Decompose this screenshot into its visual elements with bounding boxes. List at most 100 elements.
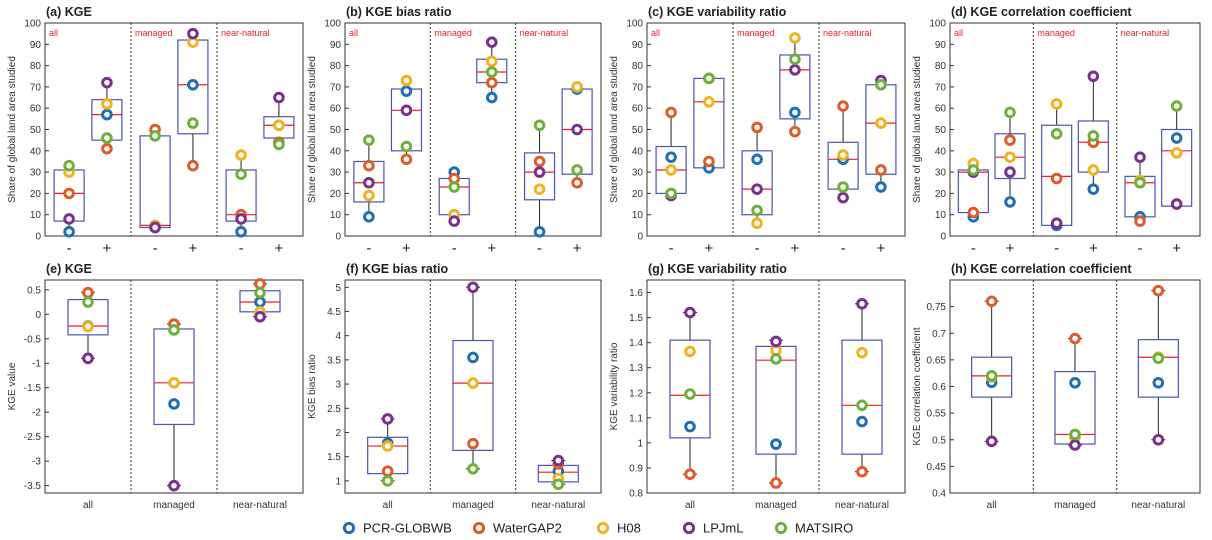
y-tick-label: 60: [30, 104, 42, 115]
panel-b: [344, 22, 602, 238]
model-marker: [400, 85, 413, 97]
y-tick-label: -3: [32, 457, 41, 468]
y-tick-label: 1.2: [629, 388, 643, 399]
model-marker: [985, 435, 998, 448]
model-marker: [985, 370, 998, 382]
y-tick-label: 10: [632, 210, 644, 221]
x-tick-label: -: [67, 240, 72, 257]
box-1: [971, 295, 1013, 448]
model-marker: [381, 440, 394, 452]
y-tick-label: 0: [335, 232, 341, 243]
box-2: [452, 281, 494, 475]
box-iqr: [865, 84, 897, 175]
legend-label: LPJmL: [703, 521, 743, 536]
x-tick-label: +: [705, 240, 714, 257]
model-marker: [770, 353, 782, 365]
y-tick-label: 1.5: [327, 452, 341, 463]
y-tick-label: 100: [324, 19, 341, 30]
y-tick-label: 30: [330, 168, 342, 179]
model-marker: [1004, 134, 1016, 146]
y-tick-label: 2: [335, 428, 341, 439]
y-tick-label: -2: [32, 408, 41, 419]
y-tick-label: 2.5: [327, 404, 341, 415]
model-marker: [254, 296, 266, 308]
y-tick-label: 70: [632, 82, 644, 93]
model-marker: [875, 181, 887, 193]
model-marker: [485, 66, 498, 78]
panel-title: (g) KGE variability ratio: [648, 262, 787, 276]
box-1: [67, 286, 109, 365]
box-3: [438, 166, 470, 227]
box-iqr: [693, 77, 725, 169]
y-axis-label: KGE variability ratio: [609, 342, 620, 430]
y-axis-label: Share of global land area studied: [307, 56, 318, 203]
x-tick-label: -: [841, 240, 846, 257]
y-tick-label: -1.5: [24, 383, 42, 394]
model-marker: [856, 298, 868, 310]
y-tick-label: 3.5: [327, 355, 341, 366]
x-tick-label: +: [189, 240, 198, 257]
model-marker: [467, 437, 479, 450]
y-tick-label: 10: [30, 210, 42, 221]
legend-label: PCR-GLOBWB: [363, 521, 452, 536]
model-marker: [1050, 172, 1063, 185]
group-label: managed: [737, 28, 775, 38]
model-marker: [1134, 215, 1146, 227]
box-3: [239, 278, 281, 323]
y-tick-label: 70: [330, 82, 342, 93]
model-marker: [1004, 196, 1016, 208]
x-tick-label: +: [402, 240, 411, 257]
y-tick-label: 4: [335, 331, 341, 342]
legend-marker: [596, 521, 610, 535]
model-marker: [168, 324, 180, 336]
legend-item: WaterGAP2: [472, 521, 562, 536]
x-tick-label: all: [83, 500, 93, 511]
model-marker: [552, 454, 565, 467]
box-6: [561, 81, 593, 189]
y-tick-label: 60: [330, 104, 342, 115]
model-marker: [187, 27, 199, 40]
group-label: managed: [434, 28, 472, 38]
panel-title: (b) KGE bias ratio: [346, 5, 452, 19]
group-label: near-natural: [221, 28, 270, 38]
model-marker: [400, 104, 413, 117]
model-marker: [684, 388, 696, 400]
panel-frame: [44, 279, 304, 494]
panel-d: [949, 22, 1201, 237]
model-marker: [168, 377, 180, 389]
x-tick-label: managed: [755, 500, 797, 511]
y-tick-label: 80: [330, 61, 342, 72]
y-tick-label: -3.5: [24, 481, 42, 492]
legend-item: H08: [596, 521, 641, 536]
model-marker: [149, 130, 161, 142]
model-marker: [1050, 217, 1063, 230]
legend-label: WaterGAP2: [493, 521, 562, 536]
x-tick-label: near-natural: [531, 500, 585, 511]
group-label: managed: [1037, 28, 1075, 38]
y-tick-label: 1.1: [629, 413, 643, 424]
y-tick-label: 0: [35, 232, 41, 243]
y-tick-label: 1: [637, 438, 643, 449]
y-axis-label: Share of global land area studied: [609, 56, 620, 203]
model-marker: [1170, 198, 1183, 210]
model-marker: [1134, 151, 1146, 163]
x-tick-label: +: [573, 240, 582, 257]
model-marker: [684, 468, 696, 481]
y-tick-label: 0.8: [629, 489, 643, 500]
y-tick-label: 90: [632, 40, 644, 51]
y-tick-label: 50: [935, 125, 947, 136]
y-tick-label: 30: [632, 168, 644, 179]
model-marker: [751, 217, 763, 230]
group-label: all: [954, 28, 963, 38]
box-iqr: [994, 133, 1026, 180]
x-tick-label: -: [366, 240, 371, 257]
box-4: [177, 27, 209, 172]
model-marker: [1069, 332, 1081, 345]
model-marker: [235, 225, 247, 238]
model-marker: [533, 119, 546, 132]
box-6: [865, 74, 897, 193]
box-2: [1054, 332, 1096, 451]
box-1: [669, 306, 711, 481]
y-tick-label: 90: [935, 40, 947, 51]
